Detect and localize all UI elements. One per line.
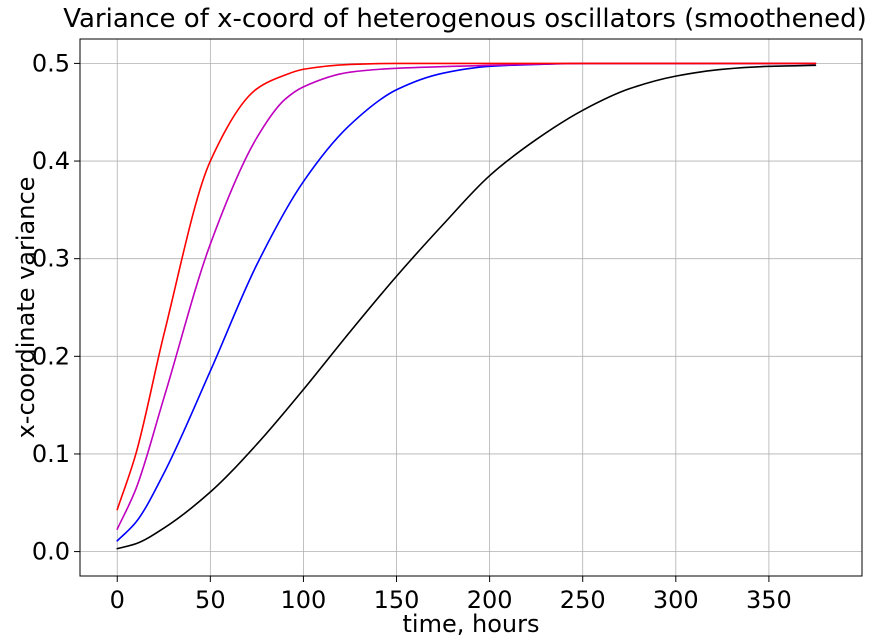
series-line-4 (116, 62, 817, 511)
y-tick-label: 0.1 (32, 440, 70, 468)
x-tick-label: 100 (281, 586, 327, 614)
x-tick-label: 150 (374, 586, 420, 614)
y-tick-label: 0.5 (32, 49, 70, 77)
y-axis-label: x-coordinate variance (12, 177, 40, 439)
x-tick-label: 300 (653, 586, 699, 614)
y-tick-label: 0.0 (32, 538, 70, 566)
x-axis-label: time, hours (403, 610, 540, 638)
y-tick-label: 0.4 (32, 147, 70, 175)
series-line-3 (116, 62, 817, 530)
series-line-1 (116, 64, 817, 550)
ticks: 0 50 100 150 200 250 300 350 0.0 0.1 0.2 0.3 0.4 0.5 (32, 49, 792, 614)
x-tick-label: 250 (560, 586, 606, 614)
y-tick-label: 0.2 (32, 342, 70, 370)
x-tick-label: 200 (467, 586, 513, 614)
series-layer (116, 62, 817, 550)
x-tick-label: 350 (746, 586, 792, 614)
x-tick-label: 50 (195, 586, 226, 614)
chart-title: Variance of x-coord of heterogenous osci… (63, 4, 867, 34)
x-tick-label: 0 (110, 586, 125, 614)
plot-frame (79, 38, 863, 577)
series-line-2 (116, 62, 817, 542)
grid (80, 39, 862, 576)
y-tick-label: 0.3 (32, 245, 70, 273)
